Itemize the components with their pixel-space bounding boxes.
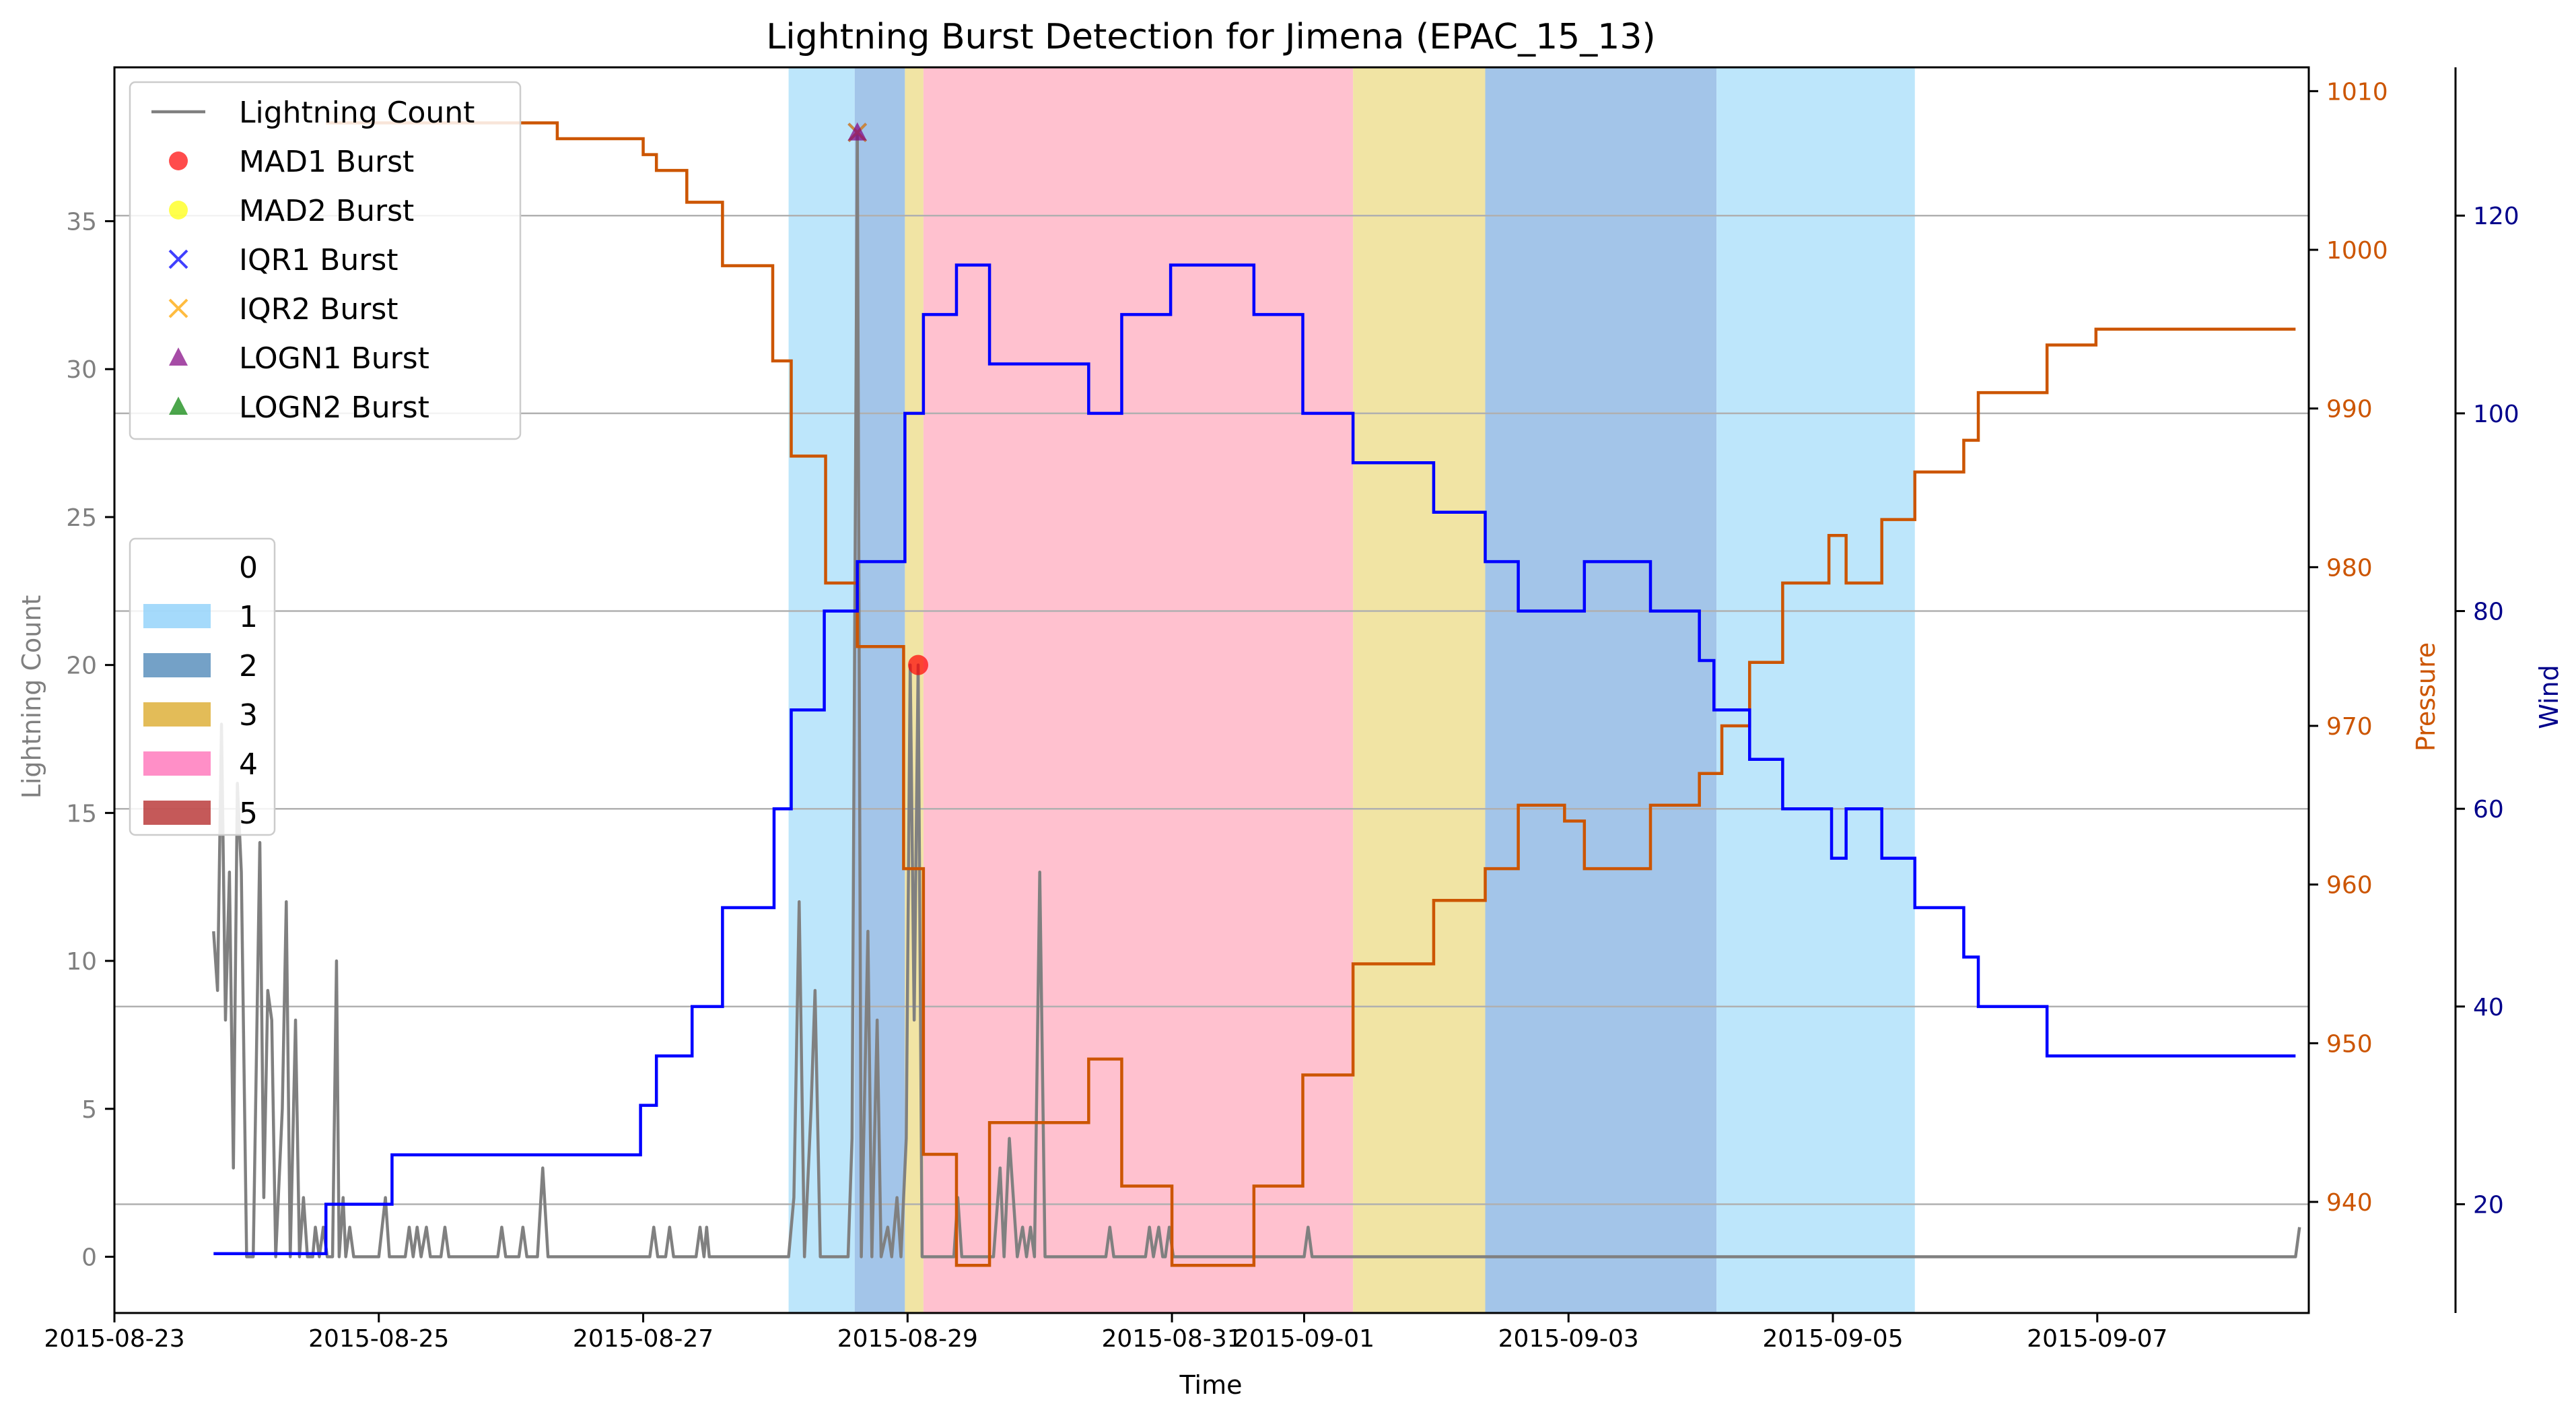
legend-category-label: 3 — [239, 698, 258, 733]
pressure-tick-label: 960 — [2326, 872, 2373, 900]
wind-tick-label: 100 — [2473, 401, 2519, 428]
wind-tick-label: 20 — [2473, 1191, 2504, 1219]
x-tick-label: 2015-08-23 — [44, 1325, 184, 1353]
x-tick-label: 2015-09-01 — [1234, 1325, 1374, 1353]
x-tick-label: 2015-08-31 — [1101, 1325, 1242, 1353]
pressure-tick-label: 1000 — [2326, 237, 2388, 265]
x-tick-label: 2015-08-29 — [837, 1325, 978, 1353]
legend-x-icon — [168, 249, 188, 269]
lightning-tick-label: 0 — [81, 1244, 97, 1272]
pressure-tick-label: 970 — [2326, 713, 2373, 741]
x-axis-label: Time — [1179, 1370, 1243, 1400]
y-axis-label-pressure: Pressure — [2411, 642, 2441, 751]
legend-category-label: 5 — [239, 797, 258, 831]
legend-category-label: 4 — [239, 747, 258, 782]
burst-marker-mad1 — [908, 654, 929, 675]
pressure-tick-label: 1010 — [2326, 78, 2388, 106]
legend-series-label: LOGN1 Burst — [239, 341, 429, 376]
burst-markers — [847, 122, 929, 675]
category-band-3 — [1353, 67, 1486, 1313]
legend-x-icon — [168, 298, 188, 318]
legend-series-label: MAD2 Burst — [239, 194, 414, 228]
legend-series-label: Lightning Count — [239, 96, 475, 130]
axes: 2015-08-23 2015-08-25 2015-08-27 2015-08-29… — [44, 66, 2519, 1353]
x-tick-label: 2015-08-27 — [573, 1325, 713, 1353]
plot-frame — [113, 66, 2310, 1314]
lightning-tick-label: 5 — [81, 1096, 97, 1124]
legend-swatch-5 — [143, 801, 211, 825]
legend-swatch-3 — [143, 702, 211, 727]
legend-circle-icon — [169, 151, 188, 170]
lightning-tick-label: 15 — [66, 800, 97, 828]
chart-title: Lightning Burst Detection for Jimena (EP… — [766, 17, 1655, 57]
wind-line — [213, 263, 2296, 1256]
x-tick-label: 2015-09-05 — [1762, 1325, 1903, 1353]
pressure-tick-label: 950 — [2326, 1030, 2373, 1058]
pressure-line — [326, 121, 2296, 1267]
legend-series-label: IQR2 Burst — [239, 292, 398, 327]
pressure-tick-label: 940 — [2326, 1189, 2373, 1217]
category-bands — [788, 67, 1915, 1313]
y-axis-label-lightning: Lightning Count — [17, 595, 46, 799]
series-legend-box — [129, 81, 522, 440]
legend-series-label: IQR1 Burst — [239, 243, 398, 277]
legend-swatch-1 — [143, 604, 211, 628]
wind-tick-label: 80 — [2473, 599, 2504, 626]
x-tick-label: 2015-08-25 — [308, 1325, 449, 1353]
legend-category-label: 0 — [239, 551, 258, 585]
legend-category-label: 1 — [239, 600, 258, 634]
category-band-1 — [1716, 67, 1915, 1313]
legend-circle-icon — [169, 201, 188, 220]
category-band-1 — [788, 67, 855, 1313]
pressure-tick-label: 990 — [2326, 396, 2373, 424]
legend-series-label: LOGN2 Burst — [239, 391, 429, 425]
legend-swatch-2 — [143, 653, 211, 677]
lightning-tick-label: 20 — [66, 652, 97, 680]
category-legend: 0 1 2 3 4 5 — [129, 537, 276, 836]
series-legend: Lightning Count MAD1 Burst MAD2 Burst IQR1 … — [129, 81, 522, 440]
category-band-4 — [923, 67, 1354, 1313]
wind-tick-label: 40 — [2473, 994, 2504, 1021]
lightning-count-line — [212, 131, 2301, 1258]
lightning-tick-label: 30 — [66, 356, 97, 384]
x-tick-label: 2015-09-07 — [2027, 1325, 2167, 1353]
wind-tick-label: 120 — [2473, 203, 2519, 230]
category-band-2 — [1485, 67, 1717, 1313]
burst-marker-logn1 — [847, 122, 867, 141]
pressure-tick-label: 980 — [2326, 554, 2373, 582]
lightning-tick-label: 10 — [66, 948, 97, 976]
legend-series-label: MAD1 Burst — [239, 145, 414, 179]
x-tick-label: 2015-09-03 — [1498, 1325, 1639, 1353]
wind-tick-label: 60 — [2473, 796, 2504, 823]
legend-triangle-icon — [169, 347, 188, 366]
legend-category-label: 2 — [239, 649, 258, 683]
y-axis-label-wind: Wind — [2534, 665, 2564, 729]
data-series — [212, 121, 2301, 1267]
legend-triangle-icon — [169, 397, 188, 415]
legend-swatch-4 — [143, 751, 211, 776]
lightning-tick-label: 35 — [66, 209, 97, 236]
lightning-tick-label: 25 — [66, 504, 97, 532]
